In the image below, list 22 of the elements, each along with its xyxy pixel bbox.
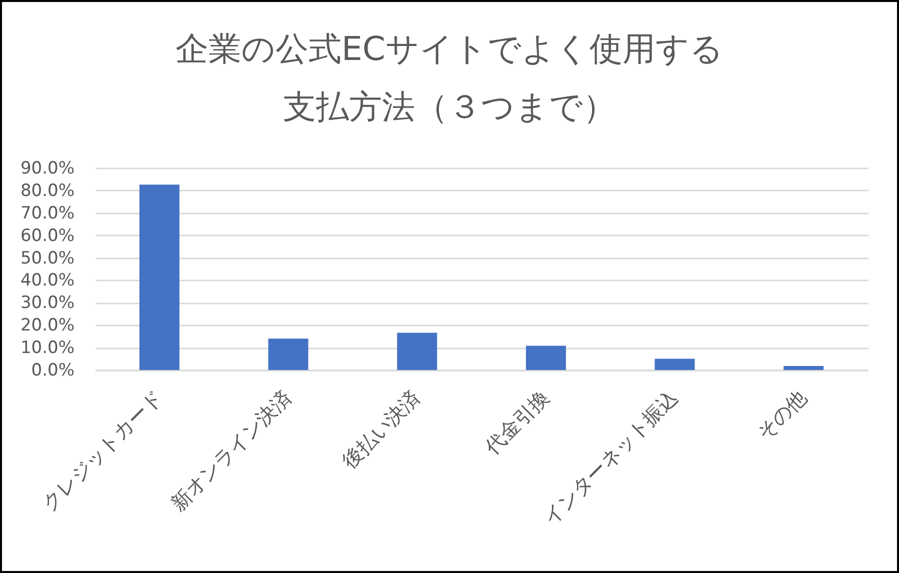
bar (397, 332, 438, 370)
y-tick-label: 10.0% (20, 338, 74, 358)
y-tick-label: 0.0% (31, 360, 74, 380)
x-tick-label: その他 (752, 385, 812, 445)
x-tick-label: 後払い決済 (337, 385, 425, 473)
y-tick-label: 90.0% (20, 158, 74, 178)
y-tick-label: 50.0% (20, 248, 74, 268)
chart-title: 企業の公式ECサイトでよく使用する支払方法（３つまで） (176, 29, 724, 126)
bar (526, 346, 566, 370)
y-tick-label: 20.0% (20, 316, 74, 336)
bar (784, 366, 824, 370)
bar (654, 358, 695, 370)
x-tick-label: 代金引換 (479, 385, 554, 460)
y-tick-label: 70.0% (20, 203, 74, 224)
bar (268, 338, 308, 370)
y-tick-label: 40.0% (20, 270, 74, 291)
x-tick-label: クレジットカード (37, 385, 168, 516)
y-tick-label: 80.0% (20, 180, 74, 201)
y-tick-label: 30.0% (20, 293, 74, 314)
y-tick-label: 60.0% (20, 226, 74, 246)
bar (139, 184, 180, 370)
x-tick-label: 新オンライン決済 (166, 385, 296, 516)
